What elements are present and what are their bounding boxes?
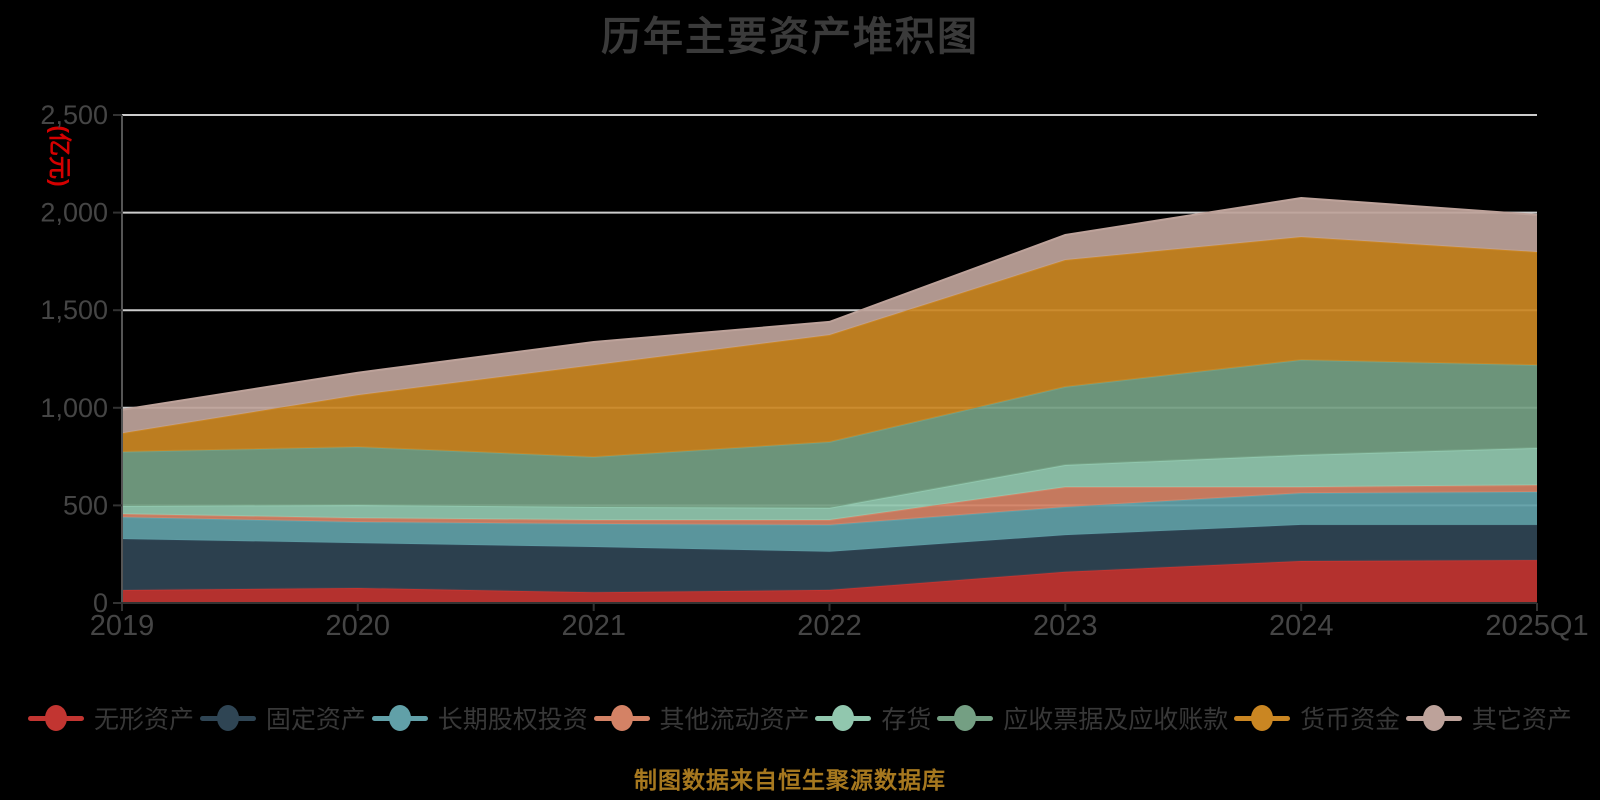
legend-item-0[interactable]: 无形资产 bbox=[28, 700, 194, 736]
chart-title: 历年主要资产堆积图 bbox=[601, 15, 979, 59]
y-tick-label: 500 bbox=[63, 490, 108, 520]
legend-item-7[interactable]: 其它资产 bbox=[1405, 700, 1572, 736]
x-tick-label: 2025Q1 bbox=[1485, 610, 1588, 642]
x-tick-label: 2022 bbox=[797, 610, 862, 642]
data-source-note: 制图数据来自恒生聚源数据库 bbox=[634, 767, 946, 793]
area-series-1[interactable] bbox=[122, 524, 1537, 593]
legend-item-3[interactable]: 其他流动资产 bbox=[593, 700, 810, 736]
legend-line-circle-icon bbox=[28, 704, 84, 732]
legend-line-circle-icon bbox=[815, 704, 872, 732]
legend-line-circle-icon bbox=[371, 704, 428, 732]
x-tick-label: 2023 bbox=[1033, 610, 1098, 642]
legend-line-circle-icon bbox=[199, 704, 256, 732]
legend-item-label: 其他流动资产 bbox=[659, 706, 810, 734]
legend-line-circle-icon bbox=[937, 704, 994, 732]
legend-line-circle-icon bbox=[593, 704, 650, 732]
x-tick-label: 2019 bbox=[90, 610, 155, 642]
legend-item-label: 无形资产 bbox=[94, 706, 195, 734]
legend: 无形资产 固定资产 长期股权投资 其他流动资产 存货 应收票据及应收账款 货币资金 其它资产 bbox=[28, 698, 1572, 738]
area-series-2[interactable] bbox=[122, 491, 1537, 552]
legend-item-4[interactable]: 存货 bbox=[815, 700, 931, 736]
area-series-5[interactable] bbox=[122, 360, 1537, 508]
x-tick-label: 2024 bbox=[1269, 610, 1334, 642]
y-tick-label: 1,500 bbox=[40, 295, 108, 325]
legend-item-label: 其它资产 bbox=[1471, 706, 1572, 734]
legend-item-5[interactable]: 应收票据及应收账款 bbox=[937, 700, 1228, 736]
stacked-area-chart[interactable]: 0 500 1,000 1,500 2,000 2,500 2019 2020 2021 2022… bbox=[0, 0, 1600, 690]
y-tick-label: 2,000 bbox=[40, 198, 108, 228]
legend-item-label: 货币资金 bbox=[1300, 706, 1401, 734]
legend-item-label: 存货 bbox=[881, 706, 932, 734]
legend-item-2[interactable]: 长期股权投资 bbox=[371, 700, 588, 736]
area-series-7[interactable] bbox=[122, 198, 1537, 434]
legend-line-circle-icon bbox=[1234, 704, 1291, 732]
legend-item-label: 长期股权投资 bbox=[437, 706, 588, 734]
x-tick-label: 2020 bbox=[326, 610, 391, 642]
y-tick-label: 0 bbox=[93, 588, 108, 618]
legend-item-label: 应收票据及应收账款 bbox=[1003, 706, 1229, 734]
area-series-6[interactable] bbox=[122, 237, 1537, 457]
line-series-7 bbox=[121, 196, 1538, 411]
y-tick-label: 1,000 bbox=[40, 393, 108, 423]
area-series-4[interactable] bbox=[122, 448, 1537, 520]
y-tick-label: 2,500 bbox=[40, 100, 108, 130]
legend-item-1[interactable]: 固定资产 bbox=[199, 700, 366, 736]
x-tick-label: 2021 bbox=[561, 610, 626, 642]
legend-line-circle-icon bbox=[1405, 704, 1462, 732]
legend-item-6[interactable]: 货币资金 bbox=[1234, 700, 1400, 736]
area-series-0[interactable] bbox=[122, 560, 1537, 603]
legend-item-label: 固定资产 bbox=[265, 706, 366, 734]
area-series-3[interactable] bbox=[122, 485, 1537, 525]
